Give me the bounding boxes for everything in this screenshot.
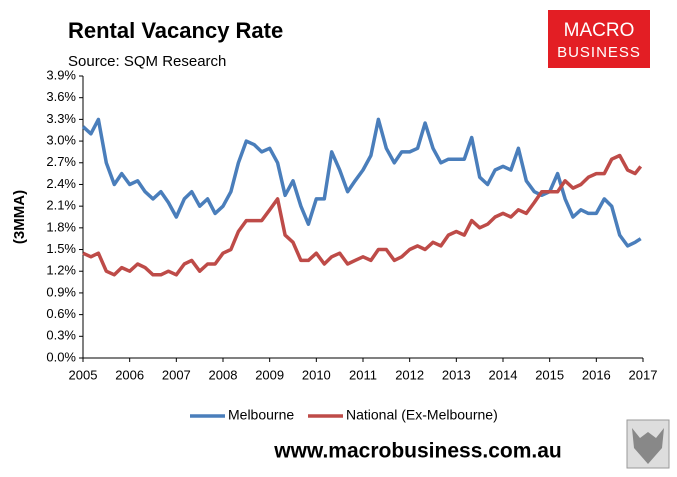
logo-text: BUSINESS bbox=[557, 44, 641, 61]
y-tick-label: 2.7% bbox=[46, 154, 76, 169]
x-tick-label: 2012 bbox=[395, 367, 424, 382]
chart-subtitle: Source: SQM Research bbox=[68, 53, 226, 70]
y-tick-label: 0.0% bbox=[46, 349, 76, 364]
legend-label: Melbourne bbox=[228, 407, 294, 423]
chart-title: Rental Vacancy Rate bbox=[68, 18, 283, 43]
legend-label: National (Ex-Melbourne) bbox=[346, 407, 498, 423]
y-tick-label: 0.9% bbox=[46, 284, 76, 299]
x-tick-label: 2013 bbox=[442, 367, 471, 382]
y-tick-label: 3.0% bbox=[46, 133, 76, 148]
y-tick-label: 2.4% bbox=[46, 176, 76, 191]
y-tick-label: 1.8% bbox=[46, 219, 76, 234]
x-tick-label: 2009 bbox=[255, 367, 284, 382]
logo-text: MACRO bbox=[564, 20, 635, 41]
x-tick-label: 2016 bbox=[582, 367, 611, 382]
series-line bbox=[82, 153, 643, 277]
x-tick-label: 2007 bbox=[162, 367, 191, 382]
y-tick-label: 0.6% bbox=[46, 306, 76, 321]
y-axis-label: (3MMA) bbox=[11, 190, 28, 244]
x-tick-label: 2015 bbox=[535, 367, 564, 382]
y-tick-label: 3.3% bbox=[46, 111, 76, 126]
x-tick-label: 2017 bbox=[629, 367, 658, 382]
x-tick-label: 2005 bbox=[69, 367, 98, 382]
y-tick-label: 1.2% bbox=[46, 263, 76, 278]
logo-box bbox=[548, 10, 650, 68]
footer: www.macrobusiness.com.au bbox=[273, 440, 561, 463]
series-line bbox=[81, 117, 642, 248]
wolf-icon bbox=[632, 428, 664, 464]
y-tick-label: 0.3% bbox=[46, 328, 76, 343]
y-tick-label: 1.5% bbox=[46, 241, 76, 256]
y-tick-label: 2.1% bbox=[46, 198, 76, 213]
x-tick-label: 2008 bbox=[209, 367, 238, 382]
x-tick-label: 2010 bbox=[302, 367, 331, 382]
x-tick-label: 2011 bbox=[349, 367, 377, 382]
y-tick-label: 3.9% bbox=[46, 67, 76, 82]
x-tick-label: 2014 bbox=[489, 367, 518, 382]
x-tick-label: 2006 bbox=[115, 367, 144, 382]
y-tick-label: 3.6% bbox=[46, 89, 76, 104]
